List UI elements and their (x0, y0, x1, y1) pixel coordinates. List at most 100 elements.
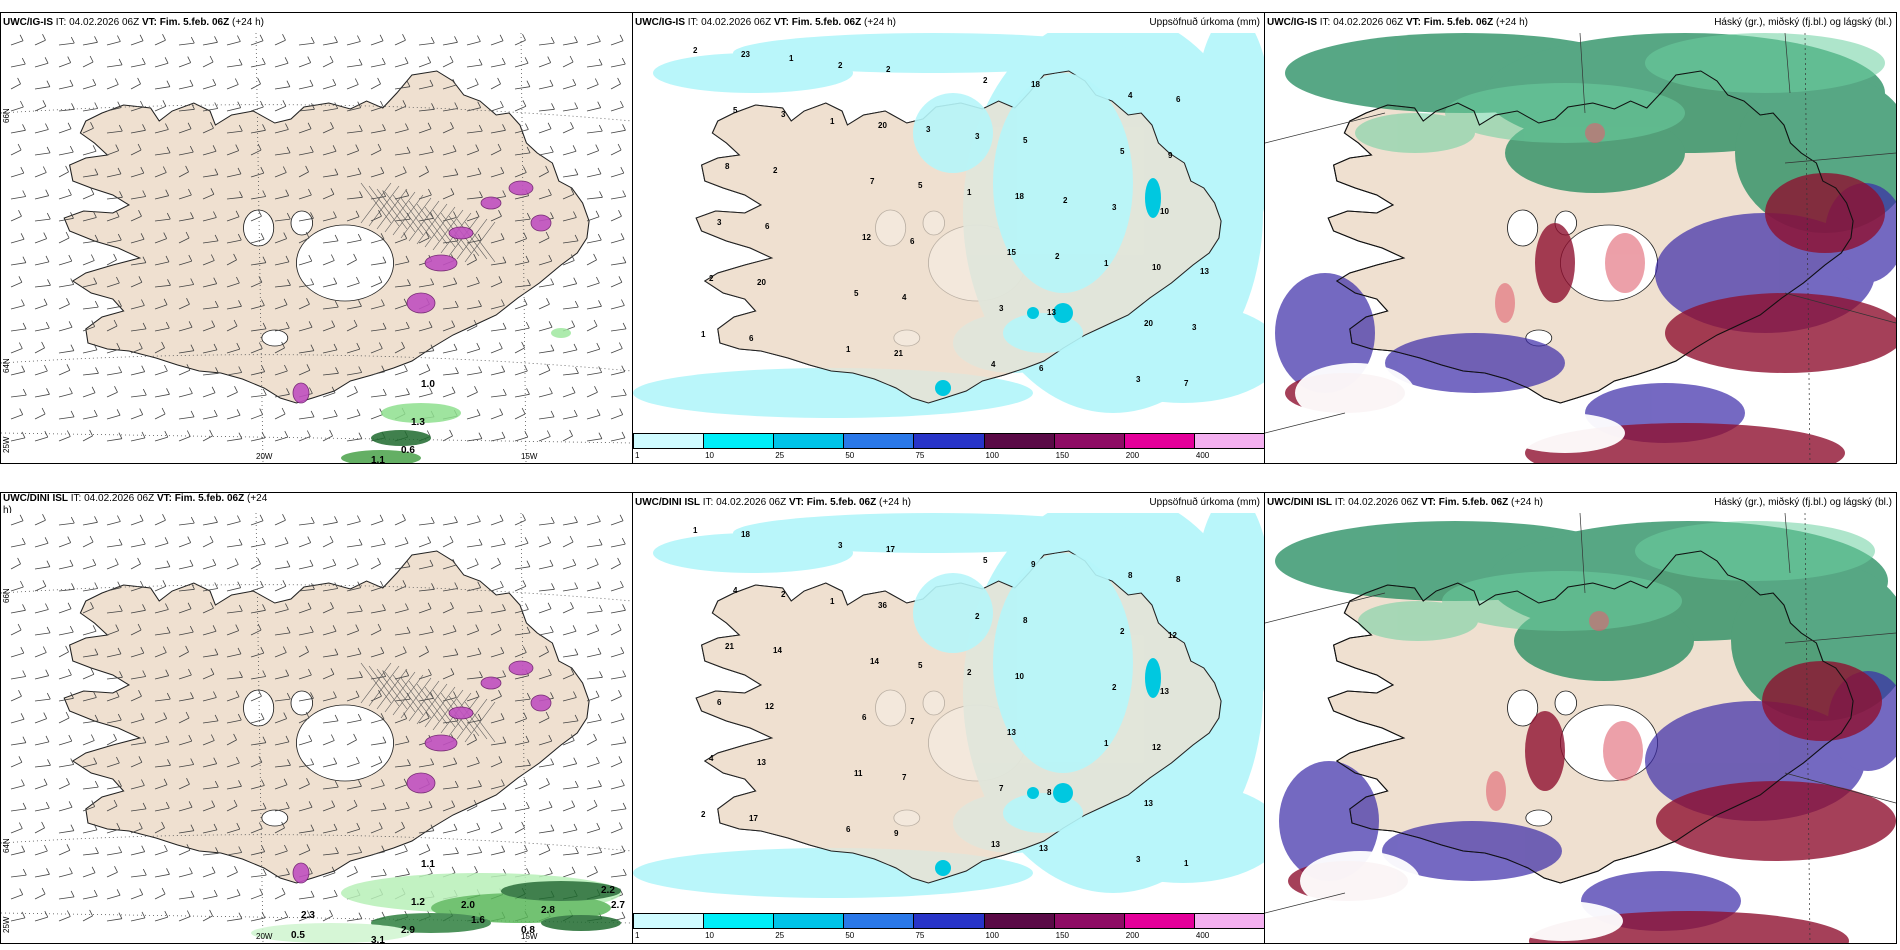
wind-barb (226, 604, 243, 614)
colorbar-swatch (773, 433, 845, 449)
wind-barb (10, 100, 24, 112)
wind-barb (106, 846, 123, 856)
wind-barb (346, 167, 362, 178)
wind-barb (34, 692, 51, 702)
cloud-area (1535, 223, 1575, 303)
colorbar-tick-label: 150 (1055, 931, 1070, 940)
wind-barb (106, 756, 120, 768)
wind-barb (178, 321, 193, 332)
wind-barb (202, 300, 219, 310)
wind-barb (202, 168, 219, 178)
wind-barb (82, 714, 99, 724)
wind-barb (58, 254, 73, 266)
precip-value-label: 20 (878, 121, 887, 130)
colorbar-tick-label: 75 (915, 451, 925, 460)
wind-barb (106, 538, 123, 548)
wind-barb (394, 801, 410, 812)
wind-barb (586, 124, 603, 134)
wind-barb (322, 343, 338, 354)
hatch-line (424, 206, 456, 248)
wind-barb (130, 670, 147, 680)
precip-value-label: 2 (701, 810, 706, 819)
wind-barb (346, 409, 361, 420)
precip-value-label: 4 (902, 293, 907, 302)
wind-barb (10, 822, 23, 834)
wind-barb (250, 276, 263, 288)
wind-barb (82, 668, 95, 680)
wind-barb (130, 822, 143, 834)
wind-barb (250, 736, 267, 746)
wind-barb (154, 255, 170, 266)
precip-area (993, 553, 1133, 773)
precip-value-label: 1 (701, 330, 706, 339)
precip-value-label: 13 (1160, 687, 1169, 696)
lead-time: (+24 h) (864, 17, 896, 28)
wind-value-label: 2.9 (401, 925, 415, 936)
wind-barb (82, 558, 97, 570)
precip-value-label: 15 (1007, 248, 1016, 257)
precip-value-label: 2 (967, 668, 972, 677)
wind-barb (562, 386, 576, 398)
wind-barb (610, 57, 626, 68)
snow-blob (480, 676, 502, 690)
wind-barb (514, 407, 526, 420)
wind-barb (34, 821, 45, 834)
wind-barb (610, 143, 622, 156)
valid-time: VT: Fim. 5.feb. 06Z (1420, 497, 1509, 508)
wind-barb (466, 58, 483, 68)
wind-barb (226, 756, 240, 768)
rain-area (251, 873, 621, 943)
wind-barb (130, 537, 146, 548)
wind-barb (10, 34, 24, 46)
colorbar-swatch (633, 433, 705, 449)
wind-barb (514, 321, 530, 332)
wind-barb (418, 387, 433, 398)
precip-value-label: 2 (1112, 683, 1117, 692)
wind-barb (298, 79, 314, 90)
colorbar-swatch (913, 913, 985, 929)
wind-barb (34, 801, 50, 812)
wind-barb (442, 668, 455, 680)
wind-barb (106, 713, 122, 724)
wind-barb (394, 123, 409, 134)
wind-barb (322, 386, 336, 398)
hatch-line (376, 668, 408, 710)
precip-value-label: 1 (1104, 259, 1109, 268)
wind-barb (394, 580, 407, 592)
wind-barb (274, 100, 287, 112)
wind-barb (562, 625, 577, 636)
wind-barb (202, 36, 218, 46)
precip-over-land (913, 73, 1133, 353)
wind-barb (514, 759, 531, 768)
wind-barb (490, 77, 501, 90)
hatch-line (392, 194, 424, 236)
wind-barb (514, 712, 528, 724)
lat-label: 66N (2, 588, 11, 603)
precip-value-label: 6 (717, 698, 722, 707)
wind-barb (490, 845, 506, 856)
wind-barb (202, 409, 218, 420)
wind-barb (274, 603, 289, 614)
wind-barb (226, 846, 243, 856)
wind-barb (274, 537, 289, 548)
wind-barb (106, 342, 121, 354)
wind-barb (418, 56, 432, 68)
coastline (1327, 70, 1854, 404)
wind-barb (58, 890, 75, 900)
wind-barb (34, 868, 50, 878)
wind-barb (10, 604, 26, 614)
wind-barb (394, 560, 411, 570)
cloud-area (1656, 781, 1896, 861)
wind-barb (322, 211, 337, 222)
wind-barb (442, 188, 455, 200)
wind-barb (466, 366, 483, 376)
wind-barb (586, 191, 603, 200)
wind-barb (202, 734, 215, 746)
wind-barb (58, 364, 71, 376)
wind-barb (178, 536, 192, 548)
wind-barb (322, 102, 339, 112)
wind-barb (586, 366, 603, 376)
wind-barb (490, 299, 505, 310)
precip-value-label: 13 (1039, 844, 1048, 853)
field-title: Háský (gr.), miðský (fj.bl.) og lágský (… (1714, 17, 1892, 28)
